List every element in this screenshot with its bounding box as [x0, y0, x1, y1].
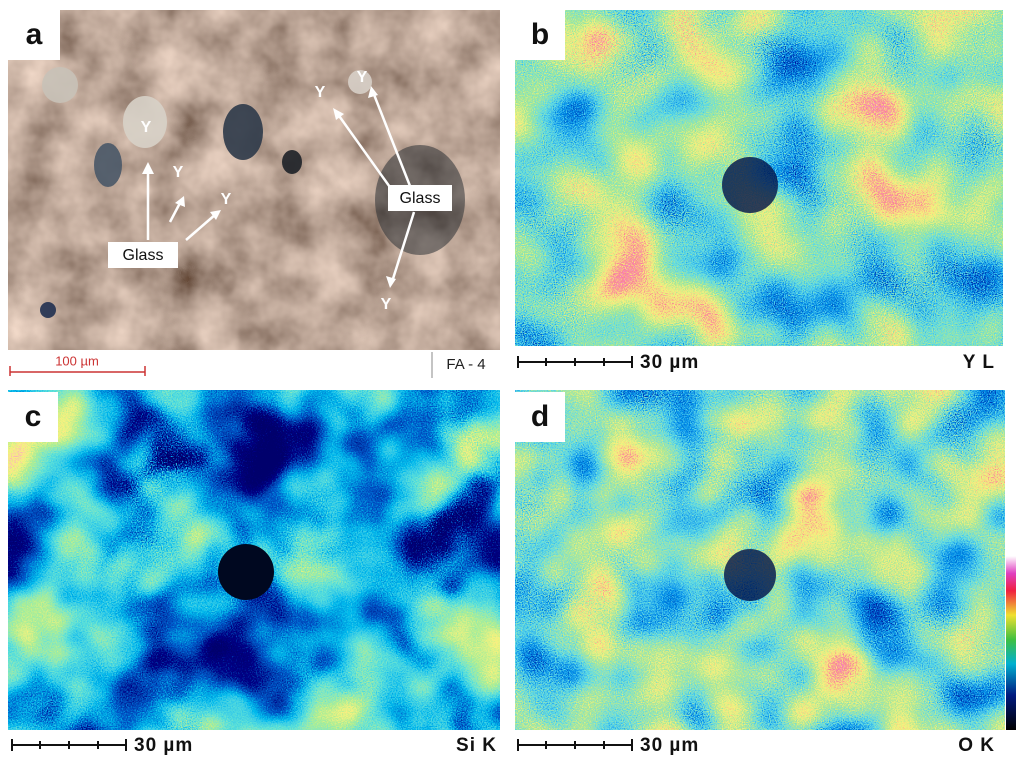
y-marker: Y	[381, 296, 392, 313]
panel-c: c 30 µm Si K	[8, 390, 500, 756]
panel-d: d 30 µm O K	[515, 390, 1016, 756]
scale-label: 30 µm	[134, 735, 193, 756]
panel-label: d	[531, 400, 549, 433]
y-marker: Y	[315, 84, 326, 101]
y-marker: Y	[357, 69, 368, 86]
y-marker: Y	[173, 164, 184, 181]
panel-a: a Y Y Y Y Y Y Glass Glass 100 µm	[8, 10, 500, 378]
panel-b: b 30 µm Y L	[515, 10, 1003, 373]
glass-label: Glass	[123, 247, 164, 264]
glass-label: Glass	[400, 190, 441, 207]
panel-label: b	[531, 18, 549, 51]
element-label: Si K	[456, 735, 497, 756]
y-marker: Y	[141, 119, 152, 136]
y-marker: Y	[221, 191, 232, 208]
dark-particle	[218, 544, 274, 600]
page: {"panels": [ {"label": "a", "y_markers":…	[0, 0, 1016, 758]
scale-label: 30 µm	[640, 352, 699, 373]
panel-label: c	[25, 400, 42, 433]
element-label: O K	[958, 735, 995, 756]
scale-label: 30 µm	[640, 735, 699, 756]
figure: a Y Y Y Y Y Y Glass Glass 100 µm	[0, 0, 1016, 758]
sample-label: FA - 4	[446, 356, 485, 373]
panel-label: a	[26, 18, 43, 51]
scale-label: 100 µm	[55, 353, 99, 368]
dark-particle	[722, 157, 778, 213]
scale-bar	[518, 356, 632, 368]
dark-particle	[724, 549, 776, 601]
color-scale	[1006, 556, 1016, 730]
scale-bar	[518, 739, 632, 751]
element-label: Y L	[963, 352, 995, 373]
scale-bar	[12, 739, 126, 751]
